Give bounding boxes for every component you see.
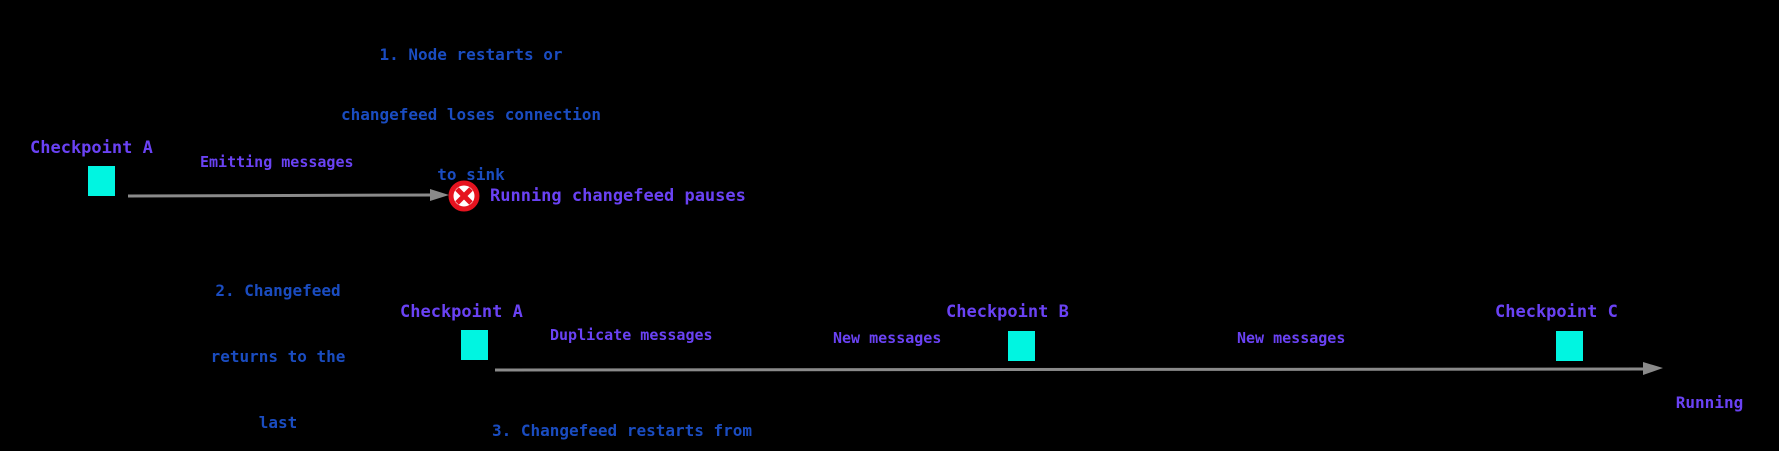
step2-line: returns to the: [210, 347, 346, 366]
step2-line: last: [258, 413, 298, 432]
checkpoint-c-label: Checkpoint C: [1495, 302, 1618, 322]
checkpoint-a-marker-timeline2: [461, 330, 488, 360]
step1-line: to sink: [437, 165, 505, 184]
running-changefeed-resumes-label: Running changefeed resumes: [1640, 348, 1779, 451]
step3-line: 3. Changefeed restarts from: [491, 421, 753, 440]
checkpoint-b-marker: [1008, 331, 1035, 361]
emitting-messages-label: Emitting messages: [200, 153, 354, 171]
step1-annotation: 1. Node restarts or changefeed loses con…: [321, 5, 621, 225]
new-messages-label-1: New messages: [833, 329, 942, 347]
running-changefeed-pauses-label: Running changefeed pauses: [490, 186, 746, 206]
checkpoint-a-label-timeline1: Checkpoint A: [30, 138, 153, 158]
step2-line: 2. Changefeed: [215, 281, 341, 300]
checkpoint-c-marker: [1556, 331, 1583, 361]
checkpoint-a-marker-timeline1: [88, 166, 115, 196]
step2-annotation: 2. Changefeed returns to the last checkp…: [163, 236, 393, 451]
checkpoint-b-label: Checkpoint B: [946, 302, 1069, 322]
checkpoint-a-label-timeline2: Checkpoint A: [400, 302, 523, 322]
new-messages-label-2: New messages: [1237, 329, 1346, 347]
timeline2-arrow: [494, 362, 1663, 375]
step1-line: 1. Node restarts or: [379, 45, 563, 64]
step1-line: changefeed loses connection: [340, 105, 602, 124]
resume-line: Running: [1675, 393, 1744, 412]
cancel-icon: [448, 180, 480, 212]
duplicate-messages-label: Duplicate messages: [550, 326, 713, 344]
step3-annotation: 3. Changefeed restarts from last checkpo…: [472, 378, 772, 451]
